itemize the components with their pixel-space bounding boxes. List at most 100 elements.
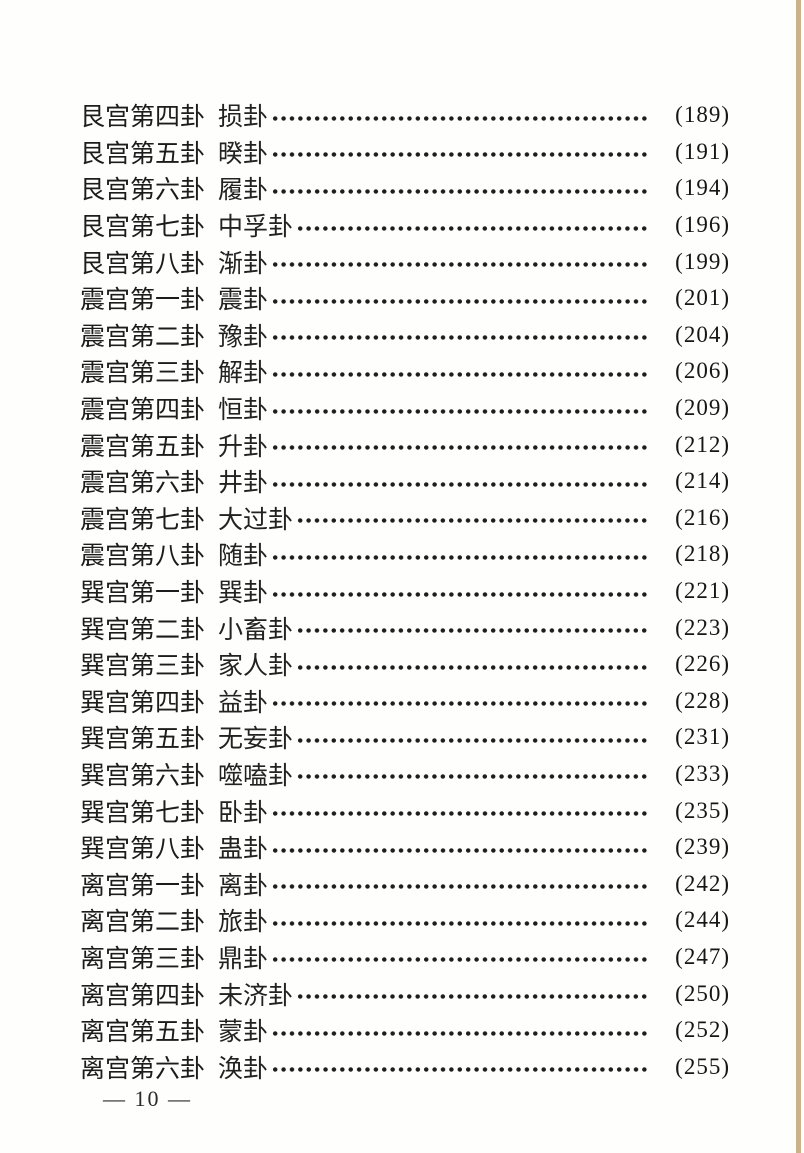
dot-leader bbox=[271, 1066, 648, 1074]
hexagram-label: 中孚卦 bbox=[218, 214, 294, 242]
page-number: (247) bbox=[675, 943, 730, 969]
dot-leader bbox=[271, 553, 648, 561]
palace-label: 离宫第三卦 bbox=[80, 945, 206, 973]
page-number: (250) bbox=[675, 980, 730, 1006]
toc-row: 巽宫第四卦 益卦 (228) bbox=[80, 683, 730, 720]
palace-label: 震宫第五卦 bbox=[80, 433, 206, 461]
hexagram-label: 无妄卦 bbox=[218, 726, 294, 754]
palace-label: 巽宫第五卦 bbox=[80, 726, 206, 754]
page-number: (191) bbox=[675, 138, 730, 164]
toc-row: 离宫第一卦 离卦 (242) bbox=[80, 865, 730, 902]
palace-label: 艮宫第八卦 bbox=[80, 250, 206, 278]
toc-row: 离宫第三卦 鼎卦 (247) bbox=[80, 939, 730, 976]
palace-label: 离宫第六卦 bbox=[80, 1055, 206, 1083]
page-number: (221) bbox=[675, 578, 730, 604]
hexagram-label: 随卦 bbox=[218, 543, 269, 571]
hexagram-label: 震卦 bbox=[218, 287, 269, 315]
page-number: (218) bbox=[675, 541, 730, 567]
dot-leader bbox=[271, 956, 648, 964]
dot-leader bbox=[296, 517, 648, 525]
toc-row: 震宫第三卦 解卦 (206) bbox=[80, 353, 730, 390]
toc-row: 巽宫第五卦 无妄卦 (231) bbox=[80, 719, 730, 756]
palace-label: 艮宫第四卦 bbox=[80, 104, 206, 132]
page-number: (194) bbox=[675, 175, 730, 201]
dot-leader bbox=[296, 993, 648, 1001]
toc-row: 巽宫第七卦 卧卦 (235) bbox=[80, 792, 730, 829]
dot-leader bbox=[271, 1029, 648, 1037]
toc-list: 艮宫第四卦 损卦 (189) 艮宫第五卦 暌卦 (191) 艮宫第六卦 履卦 (… bbox=[80, 97, 730, 1085]
toc-row: 巽宫第二卦 小畜卦 (223) bbox=[80, 609, 730, 646]
page-number: (212) bbox=[675, 431, 730, 457]
palace-label: 离宫第四卦 bbox=[80, 982, 206, 1010]
toc-row: 震宫第八卦 随卦 (218) bbox=[80, 536, 730, 573]
page-number: (239) bbox=[675, 834, 730, 860]
dot-leader bbox=[271, 114, 648, 122]
palace-label: 震宫第三卦 bbox=[80, 360, 206, 388]
dot-leader bbox=[271, 261, 648, 269]
page-number: (226) bbox=[675, 651, 730, 677]
palace-label: 艮宫第五卦 bbox=[80, 140, 206, 168]
page-number: (199) bbox=[675, 248, 730, 274]
dot-leader bbox=[271, 846, 648, 854]
toc-row: 震宫第二卦 豫卦 (204) bbox=[80, 317, 730, 354]
hexagram-label: 损卦 bbox=[218, 104, 269, 132]
toc-row: 震宫第一卦 震卦 (201) bbox=[80, 280, 730, 317]
toc-row: 离宫第六卦 涣卦 (255) bbox=[80, 1048, 730, 1085]
dot-leader bbox=[296, 627, 648, 635]
palace-label: 离宫第五卦 bbox=[80, 1019, 206, 1047]
palace-label: 艮宫第七卦 bbox=[80, 214, 206, 242]
dot-leader bbox=[296, 224, 648, 232]
dot-leader bbox=[271, 810, 648, 818]
palace-label: 震宫第二卦 bbox=[80, 323, 206, 351]
hexagram-label: 巽卦 bbox=[218, 580, 269, 608]
toc-row: 艮宫第七卦 中孚卦 (196) bbox=[80, 207, 730, 244]
page-number: (223) bbox=[675, 614, 730, 640]
palace-label: 震宫第四卦 bbox=[80, 397, 206, 425]
page-number: (242) bbox=[675, 870, 730, 896]
dot-leader bbox=[271, 480, 648, 488]
toc-row: 艮宫第四卦 损卦 (189) bbox=[80, 97, 730, 134]
palace-label: 震宫第六卦 bbox=[80, 470, 206, 498]
hexagram-label: 家人卦 bbox=[218, 653, 294, 681]
page-number: (209) bbox=[675, 395, 730, 421]
dot-leader bbox=[271, 370, 648, 378]
toc-row: 艮宫第八卦 渐卦 (199) bbox=[80, 243, 730, 280]
toc-row: 艮宫第六卦 履卦 (194) bbox=[80, 170, 730, 207]
dot-leader bbox=[296, 736, 648, 744]
dot-leader bbox=[271, 187, 648, 195]
dot-leader bbox=[296, 663, 648, 671]
palace-label: 巽宫第二卦 bbox=[80, 616, 206, 644]
palace-label: 艮宫第六卦 bbox=[80, 177, 206, 205]
hexagram-label: 升卦 bbox=[218, 433, 269, 461]
dot-leader bbox=[271, 590, 648, 598]
page-number: (244) bbox=[675, 907, 730, 933]
page-number: (216) bbox=[675, 504, 730, 530]
dot-leader bbox=[271, 407, 648, 415]
hexagram-label: 离卦 bbox=[218, 872, 269, 900]
toc-row: 巽宫第八卦 蛊卦 (239) bbox=[80, 829, 730, 866]
page-number: (204) bbox=[675, 321, 730, 347]
dot-leader bbox=[271, 151, 648, 159]
dot-leader bbox=[271, 334, 648, 342]
dot-leader bbox=[271, 444, 648, 452]
hexagram-label: 豫卦 bbox=[218, 323, 269, 351]
toc-row: 离宫第五卦 蒙卦 (252) bbox=[80, 1012, 730, 1049]
toc-row: 巽宫第六卦 噬嗑卦 (233) bbox=[80, 756, 730, 793]
page-number: (201) bbox=[675, 285, 730, 311]
hexagram-label: 渐卦 bbox=[218, 250, 269, 278]
toc-row: 离宫第四卦 未济卦 (250) bbox=[80, 975, 730, 1012]
toc-row: 震宫第七卦 大过卦 (216) bbox=[80, 500, 730, 537]
hexagram-label: 暌卦 bbox=[218, 140, 269, 168]
page-number: (231) bbox=[675, 724, 730, 750]
dot-leader bbox=[271, 883, 648, 891]
palace-label: 巽宫第七卦 bbox=[80, 799, 206, 827]
dot-leader bbox=[296, 773, 648, 781]
hexagram-label: 解卦 bbox=[218, 360, 269, 388]
palace-label: 震宫第八卦 bbox=[80, 543, 206, 571]
toc-row: 离宫第二卦 旅卦 (244) bbox=[80, 902, 730, 939]
dot-leader bbox=[271, 297, 648, 305]
hexagram-label: 小畜卦 bbox=[218, 616, 294, 644]
palace-label: 巽宫第四卦 bbox=[80, 689, 206, 717]
page-footer-number: — 10 — bbox=[103, 1086, 192, 1111]
